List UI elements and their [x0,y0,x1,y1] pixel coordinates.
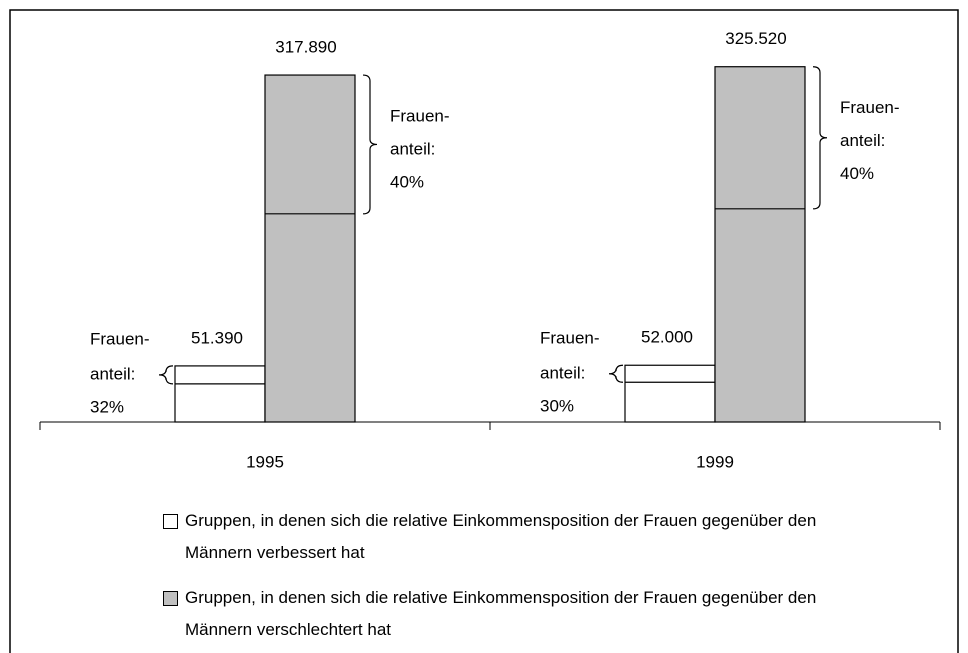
bar [174,365,266,423]
share-label: 40% [840,164,874,183]
share-caption: anteil: [390,140,435,159]
share-caption: anteil: [540,364,585,383]
bar [714,66,806,423]
share-brace [158,365,174,385]
x-tick-label: 1999 [696,452,734,471]
share-brace [608,364,624,383]
legend-item: Gruppen, in denen sich die relative Eink… [163,505,853,569]
value-label: 52.000 [641,328,693,347]
share-caption: anteil: [90,364,135,383]
share-brace [812,66,828,210]
bar [624,364,716,423]
value-label: 51.390 [191,328,243,347]
value-label: 317.890 [275,38,336,57]
share-caption: anteil: [840,131,885,150]
frame [9,9,959,653]
share-label: 32% [90,397,124,416]
x-tick-label: 1995 [246,452,284,471]
legend-item: Gruppen, in denen sich die relative Eink… [163,582,853,646]
share-brace [362,74,378,215]
share-caption: Frauen- [90,329,150,348]
share-caption: Frauen- [840,98,900,117]
share-caption: Frauen- [390,107,450,126]
legend-swatch [163,591,178,606]
share-caption: Frauen- [540,329,600,348]
legend-swatch [163,514,178,529]
legend-label: Gruppen, in denen sich die relative Eink… [185,588,817,639]
share-label: 40% [390,173,424,192]
legend-label: Gruppen, in denen sich die relative Eink… [185,511,817,562]
bar [264,74,356,423]
value-label: 325.520 [725,29,786,48]
share-label: 30% [540,397,574,416]
